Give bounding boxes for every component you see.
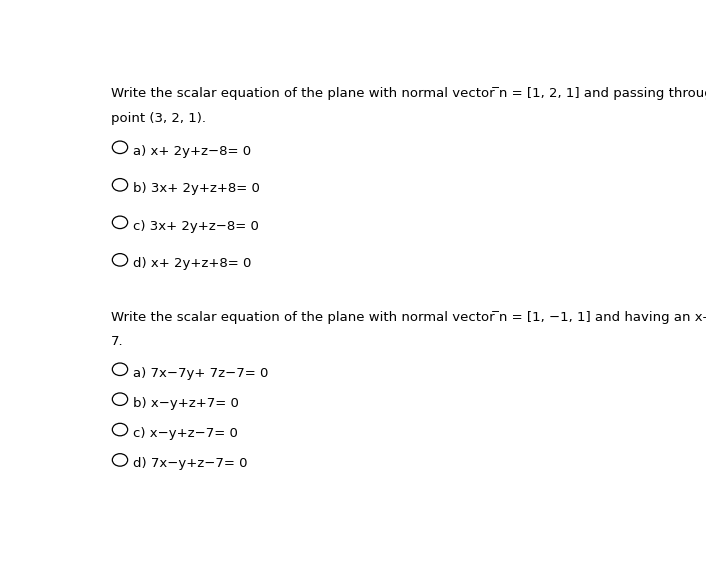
Text: c) 3x+ 2y+z−8= 0: c) 3x+ 2y+z−8= 0: [133, 220, 259, 233]
Text: b) x−y+z+7= 0: b) x−y+z+7= 0: [133, 397, 239, 409]
Text: 7.: 7.: [112, 335, 124, 349]
Text: d) 7x−y+z−7= 0: d) 7x−y+z−7= 0: [133, 457, 248, 470]
Text: point (3, 2, 1).: point (3, 2, 1).: [112, 112, 206, 125]
Text: Write the scalar equation of the plane with normal vector ̅n = [1, 2, 1] and pas: Write the scalar equation of the plane w…: [112, 88, 706, 100]
Text: Write the scalar equation of the plane with normal vector ̅n = [1, −1, 1] and ha: Write the scalar equation of the plane w…: [112, 311, 706, 324]
Text: b) 3x+ 2y+z+8= 0: b) 3x+ 2y+z+8= 0: [133, 182, 260, 195]
Text: d) x+ 2y+z+8= 0: d) x+ 2y+z+8= 0: [133, 257, 251, 270]
Text: a) x+ 2y+z−8= 0: a) x+ 2y+z−8= 0: [133, 144, 251, 158]
Text: c) x−y+z−7= 0: c) x−y+z−7= 0: [133, 427, 238, 440]
Text: a) 7x−7y+ 7z−7= 0: a) 7x−7y+ 7z−7= 0: [133, 367, 268, 379]
